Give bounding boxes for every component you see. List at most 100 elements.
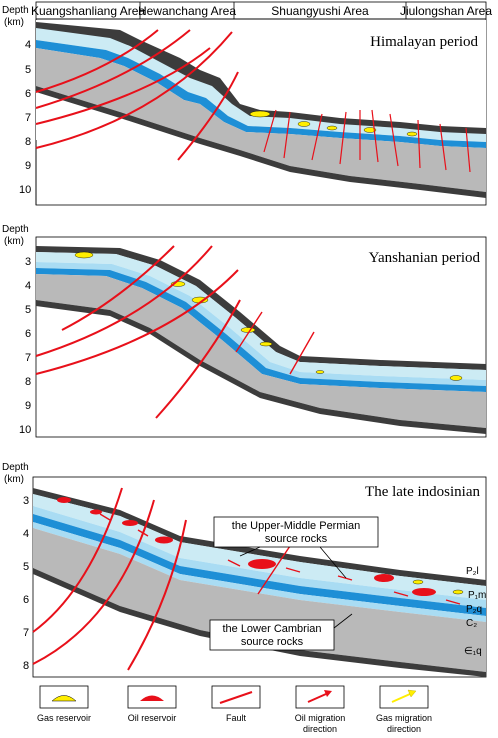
- panel-late-indosinian: Depth (km) 3 4 5 6 7 8: [2, 462, 487, 678]
- gas-reservoir: [240, 327, 256, 333]
- legend-item-oil: Oil reservoir: [127, 685, 177, 723]
- gas-reservoir: [297, 121, 311, 127]
- panel-title: Yanshanian period: [369, 250, 481, 266]
- legend-item-fault: Fault: [211, 685, 261, 723]
- oil-migration-arrow: [99, 513, 111, 521]
- depth-unit: (km): [4, 17, 24, 28]
- fault-line: [177, 71, 239, 161]
- oil-reservoir: [122, 520, 138, 526]
- legend-label: Fault: [226, 713, 247, 723]
- oil-reservoirs: [57, 497, 436, 596]
- oil-migration-arrow: [337, 575, 353, 581]
- legend: Gas reservoir Oil reservoir Fault Oil mi…: [37, 685, 432, 734]
- oil-reservoir: [248, 559, 276, 569]
- stratum-label: C₂: [466, 618, 477, 629]
- panel-title: The late indosinian: [365, 484, 480, 500]
- oil-migration-arrow: [445, 599, 461, 605]
- oil-reservoir: [374, 574, 394, 582]
- legend-label: direction: [303, 724, 337, 734]
- fault-line: [371, 109, 379, 163]
- gas-reservoir: [259, 341, 273, 347]
- tick-label: 5: [25, 64, 31, 76]
- gas-reservoir: [315, 370, 325, 374]
- tick-label: 8: [25, 136, 31, 148]
- stratum-label: P₂l: [466, 566, 479, 577]
- fault-line: [257, 539, 295, 595]
- gas-migration-arrow-icon: [391, 689, 417, 703]
- fault-icon: [219, 691, 253, 704]
- faults: [32, 487, 295, 671]
- fault-line: [263, 109, 277, 153]
- blue-light-layer: [33, 506, 486, 608]
- tick-label: 6: [25, 88, 31, 100]
- fault-line: [439, 123, 447, 171]
- tick-label: 3: [25, 256, 31, 268]
- fault-line: [283, 111, 291, 159]
- legend-item-gas-migration: Gas migration direction: [376, 685, 432, 734]
- fault-line: [35, 29, 159, 93]
- tick-label: 6: [25, 328, 31, 340]
- oil-reservoir-icon: [140, 695, 164, 701]
- cyan-layer: [33, 494, 486, 600]
- cyan-layer: [36, 28, 486, 142]
- strata: [33, 488, 486, 677]
- fault-line: [289, 331, 315, 375]
- oil-migration-arrow: [227, 559, 241, 567]
- tick-label: 8: [25, 376, 31, 388]
- gas-reservoirs: [412, 579, 464, 595]
- gas-reservoirs: [249, 110, 418, 137]
- blue-dark-layer: [33, 514, 486, 616]
- stratum-label: ∈₁q: [464, 646, 482, 657]
- gas-reservoir: [412, 579, 424, 585]
- panel-frame: [32, 476, 487, 678]
- gas-reservoir-icon: [51, 695, 77, 702]
- fault-line: [235, 311, 263, 353]
- area-header: Kuangshanliang Area Hewanchang Area Shua…: [31, 1, 492, 20]
- tick-label: 4: [25, 280, 31, 292]
- legend-label: direction: [387, 724, 421, 734]
- fault-line: [465, 127, 471, 173]
- depth-unit: (km): [4, 236, 24, 247]
- fault-line: [32, 487, 123, 633]
- tick-label: 9: [25, 400, 31, 412]
- tick-label: 5: [25, 304, 31, 316]
- tick-label: 6: [23, 594, 29, 606]
- tick-label: 10: [19, 424, 31, 436]
- callout-line: source rocks: [265, 533, 328, 545]
- depth-axis: 3 4 5 6 7 8: [23, 495, 29, 672]
- legend-item-gas: Gas reservoir: [37, 685, 91, 723]
- tick-label: 4: [23, 528, 29, 540]
- fault-line: [35, 29, 191, 109]
- oil-migration-arrow: [393, 591, 409, 597]
- basement: [33, 528, 486, 672]
- legend-item-oil-migration: Oil migration direction: [295, 685, 345, 734]
- gas-reservoir: [449, 375, 463, 381]
- legend-label: Gas migration: [376, 713, 432, 723]
- area-jiulongshan: Jiulongshan Area: [400, 4, 492, 18]
- fault-line: [389, 113, 399, 167]
- callout-line: source rocks: [241, 636, 304, 648]
- fault-line: [61, 245, 175, 331]
- callout-upper-middle-permian: the Upper-Middle Permian source rocks: [213, 516, 379, 579]
- callout-line: the Lower Cambrian: [222, 623, 321, 635]
- panel-himalayan: Depth (km) 4 5 6 7 8 9 10: [2, 5, 487, 206]
- depth-axis: 3 4 5 6 7 8 9 10: [19, 256, 31, 436]
- basement: [36, 274, 486, 428]
- gas-reservoir: [406, 131, 418, 137]
- gas-reservoir: [249, 110, 271, 118]
- callout-lower-cambrian: the Lower Cambrian source rocks: [209, 613, 353, 651]
- fault-line: [35, 245, 213, 357]
- tick-label: 9: [25, 160, 31, 172]
- tick-label: 10: [19, 184, 31, 196]
- tick-label: 8: [23, 660, 29, 672]
- oil-migration-arrow-icon: [307, 690, 332, 703]
- blue-light-layer: [33, 522, 486, 622]
- fault-line: [35, 269, 239, 375]
- strata: [36, 20, 486, 198]
- area-hewanchang: Hewanchang Area: [138, 4, 236, 18]
- stratum-labels: P₂l P₁m P₂q C₂ ∈₁q: [464, 566, 486, 657]
- oil-reservoir: [90, 509, 102, 515]
- tick-label: 7: [25, 112, 31, 124]
- legend-label: Oil reservoir: [128, 713, 177, 723]
- oil-reservoir: [412, 588, 436, 596]
